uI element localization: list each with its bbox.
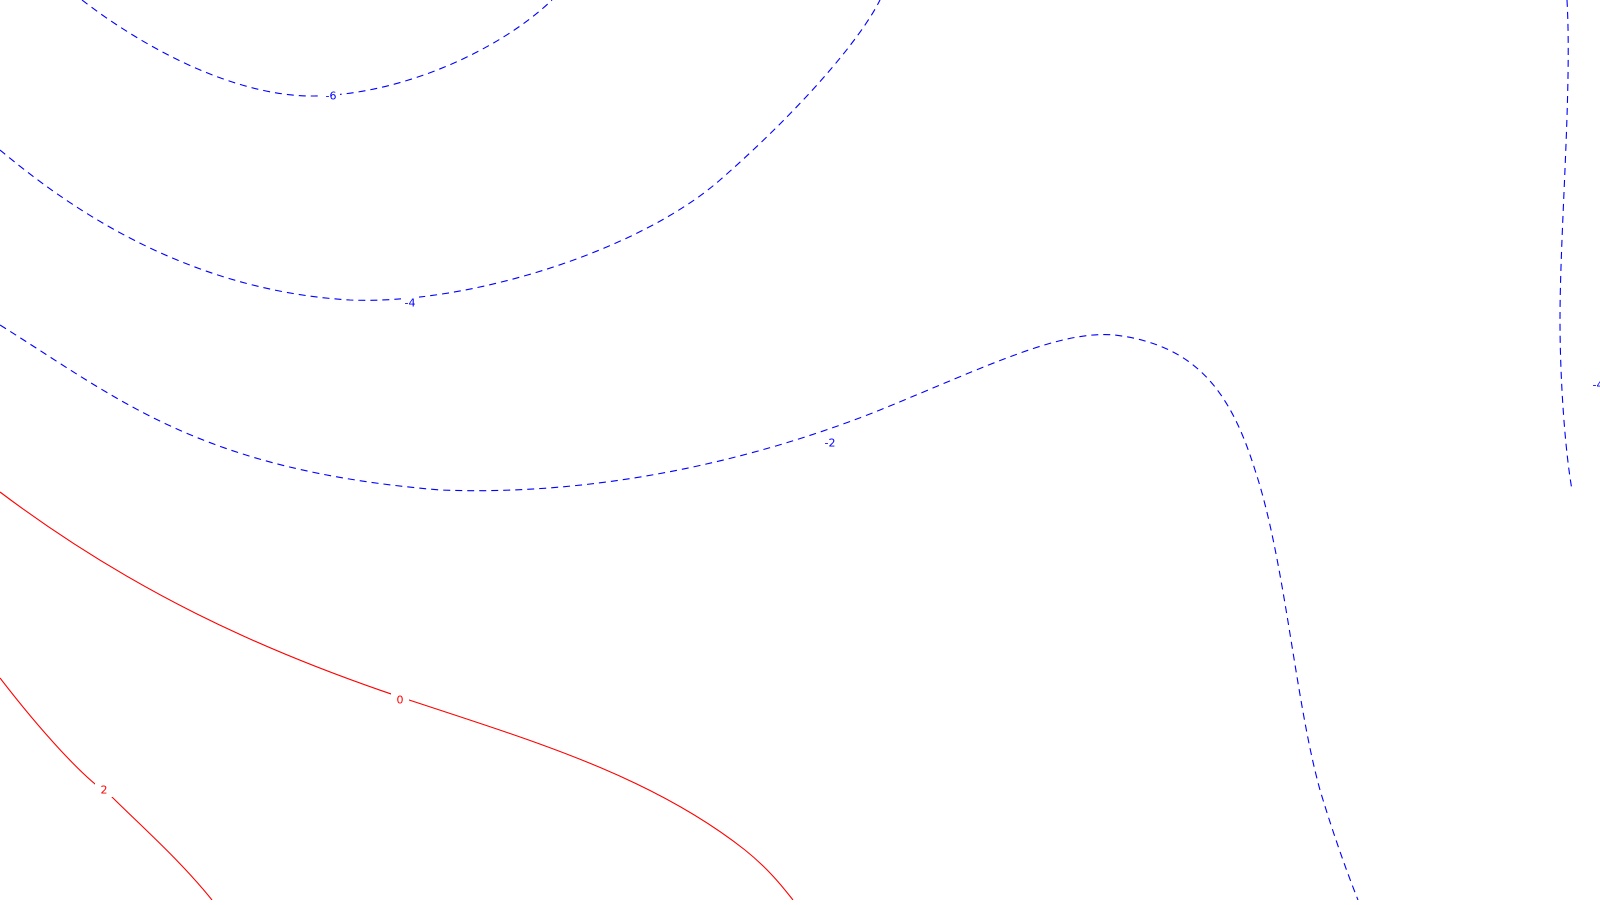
contour-label-background [1589, 378, 1600, 392]
contour-line-neg6 [81, 0, 553, 97]
contour-label-background [401, 296, 419, 310]
contour-label-neg2: -2 [825, 437, 836, 450]
contour-label-background [95, 783, 113, 797]
contour-labels: -6 -4 -2 -4 0 2 [95, 89, 1600, 797]
contour-label-background [391, 693, 409, 707]
contour-line-zero [0, 491, 794, 901]
contour-line-neg4-a [0, 0, 881, 301]
contour-label-background [821, 436, 839, 450]
contour-line-neg2 [0, 324, 1359, 901]
contour-label-zero: 0 [397, 694, 404, 707]
contour-lines [0, 0, 1573, 901]
contour-label-neg4-b: -4 [1593, 379, 1600, 392]
contour-label-neg4-a: -4 [405, 297, 416, 310]
contour-label-pos2: 2 [101, 784, 108, 797]
contour-label-background [322, 89, 340, 103]
contour-line-neg4-b [1559, 0, 1573, 491]
contour-label-neg6: -6 [326, 90, 337, 103]
